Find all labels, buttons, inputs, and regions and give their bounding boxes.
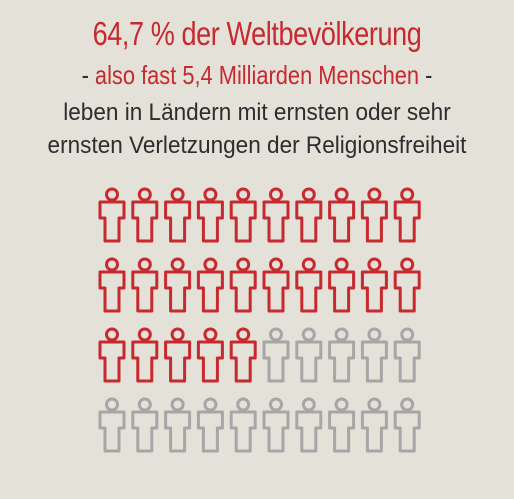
person-icon-highlighted bbox=[164, 327, 192, 383]
person-icon-highlighted bbox=[262, 257, 290, 313]
person-icon-highlighted bbox=[98, 187, 126, 243]
subtitle-line-1: leben in Ländern mit ernsten oder sehr bbox=[63, 99, 451, 126]
person-icon-grey bbox=[164, 397, 192, 453]
headline-population: - also fast 5,4 Milliarden Menschen - bbox=[41, 62, 473, 88]
person-icon-grey bbox=[328, 327, 356, 383]
person-icon-highlighted bbox=[196, 187, 224, 243]
person-icon-highlighted bbox=[131, 257, 159, 313]
person-icon-highlighted bbox=[295, 257, 323, 313]
person-icon-grey bbox=[131, 397, 159, 453]
person-icon-highlighted bbox=[295, 187, 323, 243]
person-icon-grey bbox=[262, 397, 290, 453]
person-icon-highlighted bbox=[229, 257, 257, 313]
person-icon-highlighted bbox=[164, 187, 192, 243]
person-icon-highlighted bbox=[131, 327, 159, 383]
person-icon-grey bbox=[360, 327, 388, 383]
person-icon-highlighted bbox=[131, 187, 159, 243]
person-icon-highlighted bbox=[360, 257, 388, 313]
person-icon-highlighted bbox=[196, 257, 224, 313]
person-icon-grey bbox=[360, 397, 388, 453]
person-icon-highlighted bbox=[360, 187, 388, 243]
person-icon-grey bbox=[393, 327, 421, 383]
population-dash-left: - bbox=[81, 60, 95, 90]
person-icon-grey bbox=[196, 397, 224, 453]
person-icon-highlighted bbox=[328, 187, 356, 243]
person-icon-highlighted bbox=[98, 257, 126, 313]
person-icon-grey bbox=[98, 397, 126, 453]
person-icon-highlighted bbox=[328, 257, 356, 313]
person-icon-highlighted bbox=[164, 257, 192, 313]
population-highlight: also fast 5,4 Milliarden Menschen bbox=[94, 60, 420, 90]
person-icon-highlighted bbox=[229, 327, 257, 383]
person-icon-highlighted bbox=[393, 187, 421, 243]
person-icon-highlighted bbox=[229, 187, 257, 243]
person-icon-grey bbox=[229, 397, 257, 453]
subtitle-line-2: ernsten Verletzungen der Religionsfreihe… bbox=[47, 132, 467, 159]
person-icon-grey bbox=[295, 397, 323, 453]
person-icon-grey bbox=[262, 327, 290, 383]
person-icon-highlighted bbox=[393, 257, 421, 313]
person-icon-highlighted bbox=[196, 327, 224, 383]
person-icon-grey bbox=[328, 397, 356, 453]
person-icon-highlighted bbox=[262, 187, 290, 243]
person-icon-highlighted bbox=[98, 327, 126, 383]
person-icon-grey bbox=[393, 397, 421, 453]
population-dash-right: - bbox=[419, 60, 433, 90]
headline-percentage: 64,7 % der Weltbevölkerung bbox=[92, 15, 422, 52]
person-icon-grey bbox=[295, 327, 323, 383]
